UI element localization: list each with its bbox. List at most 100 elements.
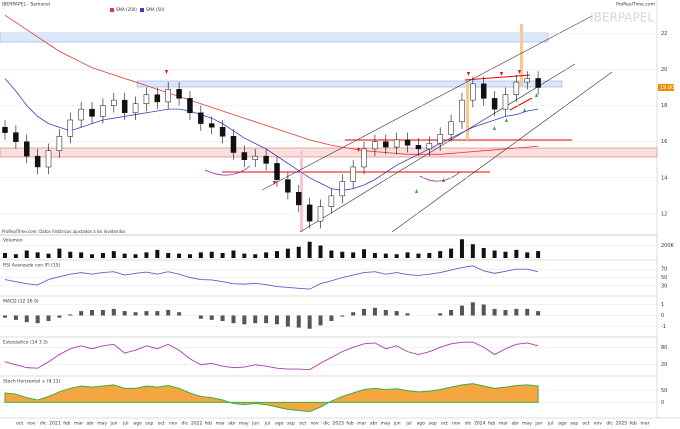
x-tick-label: mar bbox=[641, 421, 650, 427]
candle-body bbox=[187, 98, 193, 114]
bar bbox=[525, 308, 530, 316]
bar bbox=[13, 254, 18, 258]
channel-line bbox=[299, 63, 576, 233]
x-tick-label: jun bbox=[534, 421, 542, 427]
bar bbox=[198, 252, 203, 258]
x-tick-label: jun bbox=[393, 421, 401, 427]
bar bbox=[351, 312, 356, 316]
area bbox=[4, 383, 539, 413]
x-tick-label: ago bbox=[417, 422, 426, 427]
candle-body bbox=[165, 89, 171, 103]
bar bbox=[340, 315, 345, 317]
candle-body bbox=[78, 108, 84, 121]
x-tick-label: sep bbox=[570, 422, 578, 427]
note: ProRealTime.com: Datos históricos ajusta… bbox=[2, 229, 126, 234]
bar bbox=[187, 254, 192, 258]
x-tick-label: dic bbox=[465, 421, 472, 427]
candle-body bbox=[13, 132, 19, 142]
candle-body bbox=[100, 105, 106, 117]
bar bbox=[372, 253, 377, 258]
candle-body bbox=[230, 136, 237, 153]
candle-body bbox=[361, 148, 367, 168]
chart-title: IBERPAPEL - Semanal bbox=[2, 2, 50, 8]
candle-body bbox=[34, 155, 41, 168]
bar bbox=[144, 311, 149, 316]
bar bbox=[35, 252, 40, 258]
bar bbox=[536, 251, 541, 258]
bar bbox=[57, 248, 62, 258]
last-price-label: 19.00 bbox=[660, 85, 674, 91]
x-tick-label: abr bbox=[87, 421, 95, 427]
bar bbox=[68, 251, 73, 258]
bar bbox=[449, 248, 454, 258]
candle-body bbox=[480, 83, 487, 99]
candle-body bbox=[350, 166, 356, 182]
x-tick-label: feb bbox=[346, 421, 353, 427]
bar bbox=[503, 251, 508, 258]
candle-body bbox=[404, 139, 411, 146]
pane-label: RSI Avanzado con IFI (15) bbox=[3, 263, 61, 269]
bar bbox=[220, 253, 225, 258]
bar bbox=[242, 315, 247, 325]
x-tick-label: nov bbox=[27, 422, 36, 427]
x-tick-label: sep bbox=[287, 422, 295, 427]
candle-body bbox=[339, 181, 346, 197]
bar bbox=[394, 311, 399, 316]
resistance-zone bbox=[136, 80, 563, 88]
x-tick-label: mar bbox=[74, 421, 83, 427]
bar bbox=[481, 304, 486, 316]
candle-body bbox=[241, 152, 248, 160]
y-tick-label: 200K bbox=[661, 243, 675, 249]
bar bbox=[264, 252, 269, 258]
bar bbox=[231, 250, 236, 258]
bar bbox=[318, 315, 323, 326]
highlight bbox=[520, 24, 523, 86]
x-tick-label: jul bbox=[264, 421, 270, 427]
bar bbox=[79, 252, 84, 258]
bar bbox=[3, 253, 7, 258]
indicator-line bbox=[4, 341, 539, 371]
bar bbox=[122, 253, 127, 258]
legend-label: SMA (200) bbox=[116, 7, 137, 12]
highlight bbox=[300, 150, 303, 232]
bar bbox=[155, 249, 160, 258]
x-tick-label: jul bbox=[547, 421, 553, 427]
candle-body bbox=[491, 98, 498, 110]
bar bbox=[503, 310, 508, 316]
bar bbox=[438, 313, 443, 316]
watermark: IBERPAPEL bbox=[590, 11, 654, 25]
bar bbox=[100, 253, 105, 258]
candle-body bbox=[111, 99, 117, 106]
candle-body bbox=[383, 141, 389, 148]
x-tick-label: jun bbox=[251, 421, 259, 427]
x-tick-label: abr bbox=[228, 421, 236, 427]
candle-body bbox=[459, 99, 465, 123]
x-tick-label: 2024 bbox=[474, 421, 486, 427]
bar bbox=[481, 248, 486, 258]
x-tick-label: feb bbox=[488, 421, 495, 427]
x-tick-label: oct bbox=[441, 421, 448, 427]
candle-body bbox=[524, 78, 530, 83]
bar bbox=[13, 315, 18, 320]
bar bbox=[90, 310, 95, 316]
bar bbox=[351, 252, 356, 258]
x-tick-label: may bbox=[97, 422, 107, 427]
source: ProRealTime.com bbox=[616, 2, 655, 8]
y-tick-label: 50 bbox=[661, 388, 667, 394]
bar bbox=[427, 253, 432, 258]
candle-body bbox=[317, 206, 324, 222]
bar bbox=[166, 253, 171, 258]
x-tick-label: mar bbox=[216, 421, 225, 427]
candle-body bbox=[67, 119, 74, 137]
bar bbox=[111, 308, 116, 316]
resistance-zone bbox=[0, 32, 549, 43]
bar bbox=[79, 311, 84, 316]
bar bbox=[144, 252, 149, 258]
x-tick-label: nov bbox=[452, 422, 461, 427]
x-tick-label: may bbox=[239, 422, 249, 427]
y-tick-label: 50 bbox=[661, 275, 667, 281]
bar bbox=[459, 305, 464, 316]
bar bbox=[242, 253, 247, 258]
x-tick-label: jul bbox=[122, 421, 128, 427]
legend-label: SMA (50) bbox=[146, 7, 165, 12]
